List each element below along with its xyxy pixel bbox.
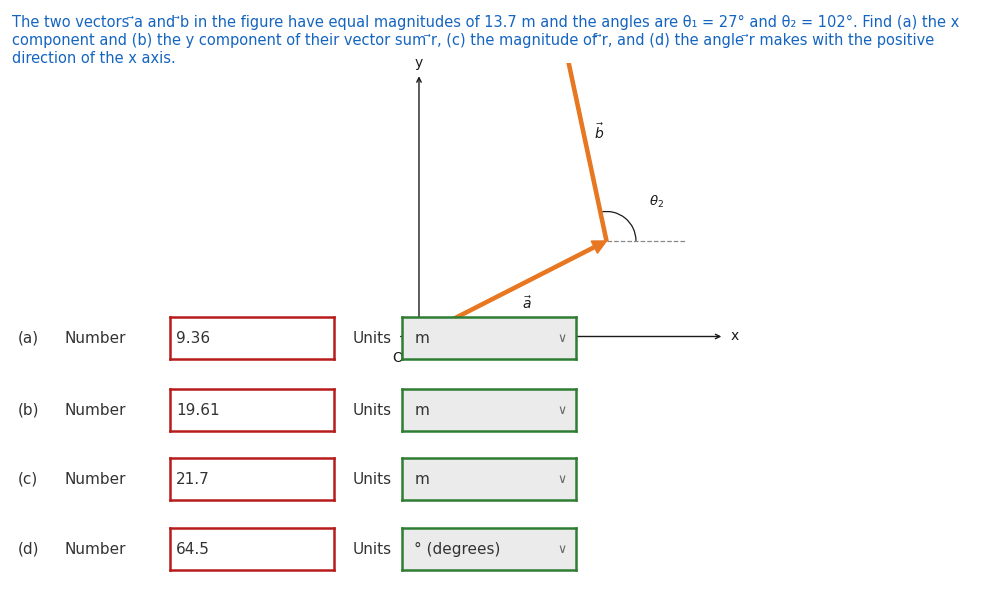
- Text: Number: Number: [65, 331, 126, 346]
- Text: x: x: [731, 329, 739, 343]
- FancyArrow shape: [418, 241, 607, 338]
- Text: Units: Units: [353, 403, 391, 418]
- Text: i: i: [154, 403, 160, 418]
- Text: y: y: [415, 56, 423, 70]
- Text: i: i: [154, 471, 160, 487]
- Text: (a): (a): [18, 331, 39, 346]
- Text: component and (b) the y component of their vector sum ⃗r, (c) the magnitude of ⃗: component and (b) the y component of the…: [12, 33, 934, 48]
- Text: Units: Units: [353, 331, 391, 346]
- Text: The two vectors ⃗a and ⃗b in the figure have equal magnitudes of 13.7 m and the : The two vectors ⃗a and ⃗b in the figure …: [12, 15, 959, 30]
- Text: ∨: ∨: [557, 543, 567, 556]
- Text: i: i: [154, 541, 160, 557]
- Text: 19.61: 19.61: [177, 403, 220, 418]
- Text: Units: Units: [353, 541, 391, 557]
- Text: ∨: ∨: [557, 404, 567, 417]
- Text: (c): (c): [18, 471, 38, 487]
- Text: i: i: [154, 331, 160, 346]
- Text: Number: Number: [65, 471, 126, 487]
- Text: 9.36: 9.36: [177, 331, 211, 346]
- Text: Units: Units: [353, 471, 391, 487]
- Text: ° (degrees): ° (degrees): [414, 541, 500, 557]
- Text: $\theta_1$: $\theta_1$: [474, 316, 489, 332]
- Text: 21.7: 21.7: [177, 471, 211, 487]
- Text: m: m: [414, 471, 429, 487]
- Text: ∨: ∨: [557, 473, 567, 486]
- FancyArrow shape: [559, 35, 608, 241]
- Text: direction of the x axis.: direction of the x axis.: [12, 51, 176, 66]
- Text: ∨: ∨: [557, 332, 567, 345]
- Text: m: m: [414, 403, 429, 418]
- Text: $\vec{b}$: $\vec{b}$: [594, 122, 605, 141]
- Text: Number: Number: [65, 541, 126, 557]
- Text: 64.5: 64.5: [177, 541, 211, 557]
- Text: $\theta_2$: $\theta_2$: [648, 193, 664, 210]
- Text: m: m: [414, 331, 429, 346]
- Text: (b): (b): [18, 403, 40, 418]
- Text: $\vec{a}$: $\vec{a}$: [522, 295, 532, 311]
- Text: (d): (d): [18, 541, 40, 557]
- Text: O: O: [392, 350, 403, 365]
- Text: Number: Number: [65, 403, 126, 418]
